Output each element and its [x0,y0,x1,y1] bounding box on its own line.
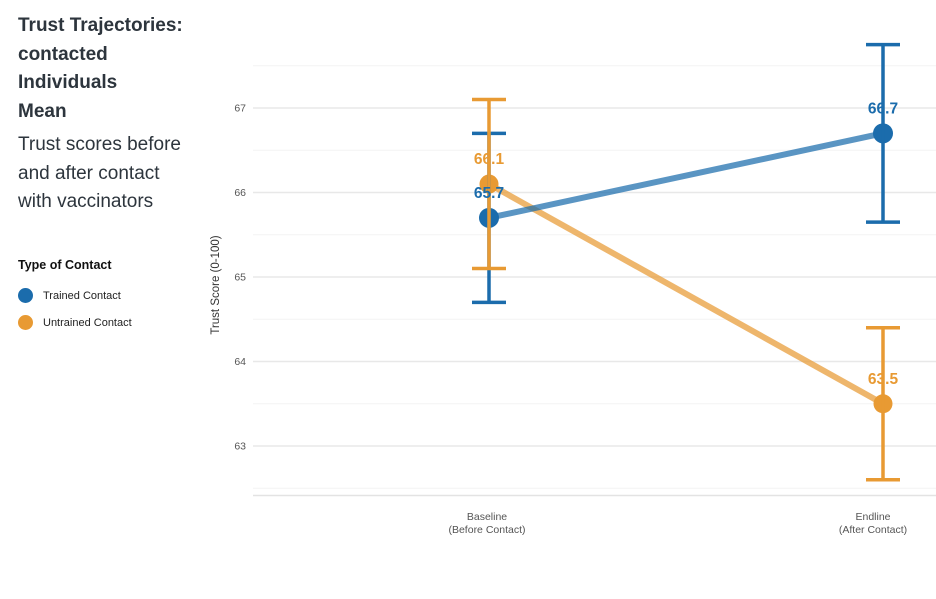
chart-header: Trust Trajectories: contacted Individual… [18,12,238,217]
subtitle-line: and after contact [18,162,160,184]
data-point-label: 63.5 [868,371,899,388]
x-tick-label: Baseline (Before Contact) [448,511,525,536]
title-line: Trust Trajectories: [18,15,183,36]
data-point-label: 66.1 [474,151,505,168]
data-point-label: 66.7 [868,100,898,117]
legend-item-trained-contact: Trained Contact [18,288,228,303]
subtitle-line: Trust scores before [18,134,181,155]
page-subtitle: Trust scores before and after contact wi… [18,131,238,217]
x-tick-label: Endline (After Contact) [839,511,907,536]
legend-title: Type of Contact [18,258,112,272]
legend-item-label: Untrained Contact [43,316,132,329]
title-line: Mean [18,100,67,122]
data-point-label: 65.7 [474,185,504,202]
subtitle-line: with vaccinators [18,191,154,212]
trend-line [486,130,886,221]
y-tick-label: 66 [234,187,246,199]
legend: Type of Contact Trained Contact Untraine… [18,258,228,342]
y-axis-title: Trust Score (0-100) [210,235,222,334]
y-tick-label: 65 [234,272,246,284]
y-tick-label: 64 [234,356,246,368]
title-line: Individuals [18,72,118,93]
trained-contact-swatch-icon [18,288,33,303]
y-tick-label: 67 [234,103,246,115]
trend-line [486,181,886,407]
legend-item-label: Trained Contact [43,289,121,302]
untrained-contact-swatch-icon [18,315,33,330]
page-title: Trust Trajectories: contacted Individual… [18,12,238,126]
y-tick-label: 63 [234,441,246,453]
title-line: contacted [18,43,108,65]
legend-item-untrained-contact: Untrained Contact [18,315,228,330]
